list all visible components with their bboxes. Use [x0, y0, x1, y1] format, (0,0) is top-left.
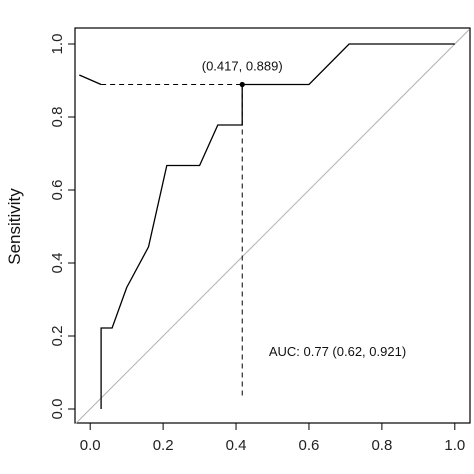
- x-tick-label-4: 0.8: [371, 437, 392, 454]
- x-tick-label-2: 0.4: [226, 437, 247, 454]
- y-tick-label-2: 0.4: [49, 253, 66, 274]
- optimal-point-label: (0.417, 0.889): [202, 59, 283, 74]
- y-tick-label-5: 1.0: [49, 34, 66, 55]
- roc-curve-left-tail: [79, 74, 102, 86]
- y-axis: 0.0 0.2 0.4 0.6 0.8 1.0: [49, 34, 75, 420]
- x-tick-label-3: 0.6: [299, 437, 320, 454]
- y-tick-label-1: 0.2: [49, 326, 66, 347]
- y-tick-label-3: 0.6: [49, 180, 66, 201]
- x-tick-label-5: 1.0: [444, 437, 465, 454]
- optimal-threshold-point: [239, 81, 245, 88]
- x-axis: 0.0 0.2 0.4 0.6 0.8 1.0: [80, 423, 465, 454]
- y-axis-title: Sensitivity: [5, 188, 24, 265]
- y-tick-label-4: 0.8: [49, 107, 66, 128]
- roc-curve: [100, 43, 455, 409]
- x-tick-label-0: 0.0: [80, 437, 101, 454]
- plot-frame: [74, 27, 471, 424]
- x-tick-label-1: 0.2: [153, 437, 174, 454]
- y-tick-label-0: 0.0: [49, 399, 66, 420]
- auc-annotation: AUC: 0.77 (0.62, 0.921): [269, 344, 406, 359]
- reference-diagonal-line: [75, 29, 470, 424]
